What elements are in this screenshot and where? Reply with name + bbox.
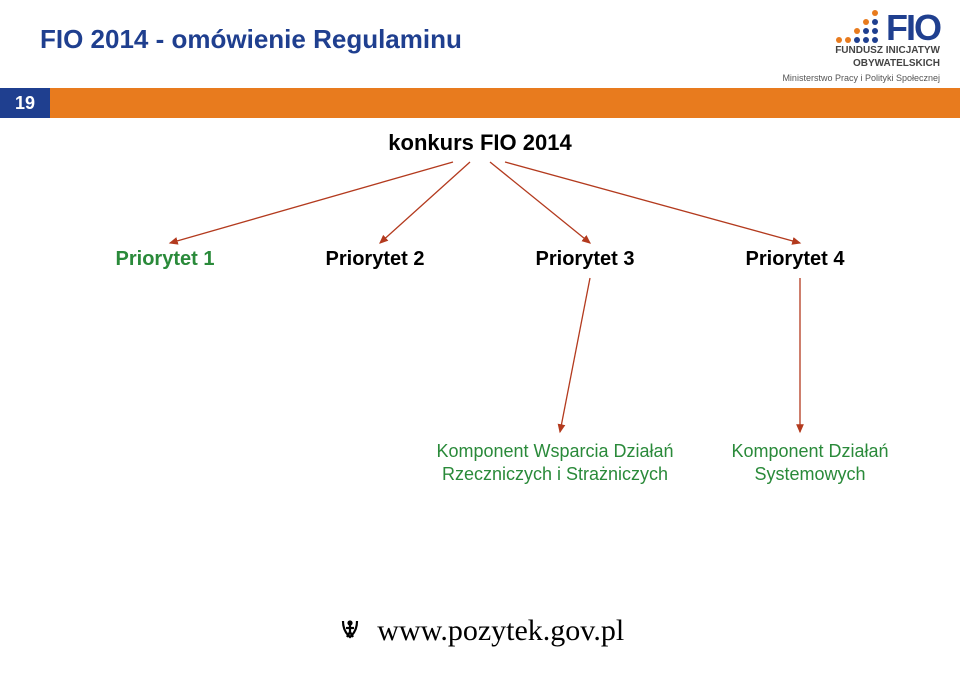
- page-title-text: FIO 2014 - omówienie Regulaminu: [40, 24, 462, 54]
- footer: www.pozytek.gov.pl: [0, 614, 960, 651]
- diagram-root-label: konkurs FIO 2014: [0, 130, 960, 156]
- logo-subtitle-2: OBYWATELSKICH: [782, 58, 940, 69]
- priority-row: Priorytet 1 Priorytet 2 Priorytet 3 Prio…: [0, 248, 960, 271]
- logo-fio-text: FIO: [886, 14, 940, 43]
- footer-icon: [336, 615, 364, 651]
- component-1: Komponent Wsparcia Działań Rzeczniczych …: [425, 440, 685, 485]
- root-label-text: konkurs FIO 2014: [388, 130, 571, 155]
- priority-2: Priorytet 2: [326, 248, 425, 271]
- slide-bar: 19: [0, 88, 960, 118]
- logo-dot-grid: [836, 10, 878, 43]
- footer-url: www.pozytek.gov.pl: [377, 614, 624, 647]
- priority-4: Priorytet 4: [746, 248, 845, 271]
- logo-block: FIO FUNDUSZ INICJATYW OBYWATELSKICH Mini…: [782, 10, 940, 83]
- component-2: Komponent Działań Systemowych: [710, 440, 910, 485]
- slide-number: 19: [0, 88, 50, 118]
- logo-subtitle-1: FUNDUSZ INICJATYW: [782, 45, 940, 56]
- priority-1: Priorytet 1: [116, 248, 215, 271]
- slide-bar-fill: [50, 88, 960, 118]
- ministry-label: Ministerstwo Pracy i Polityki Społecznej: [782, 73, 940, 83]
- page-title: FIO 2014 - omówienie Regulaminu: [40, 24, 462, 55]
- priority-3: Priorytet 3: [536, 248, 635, 271]
